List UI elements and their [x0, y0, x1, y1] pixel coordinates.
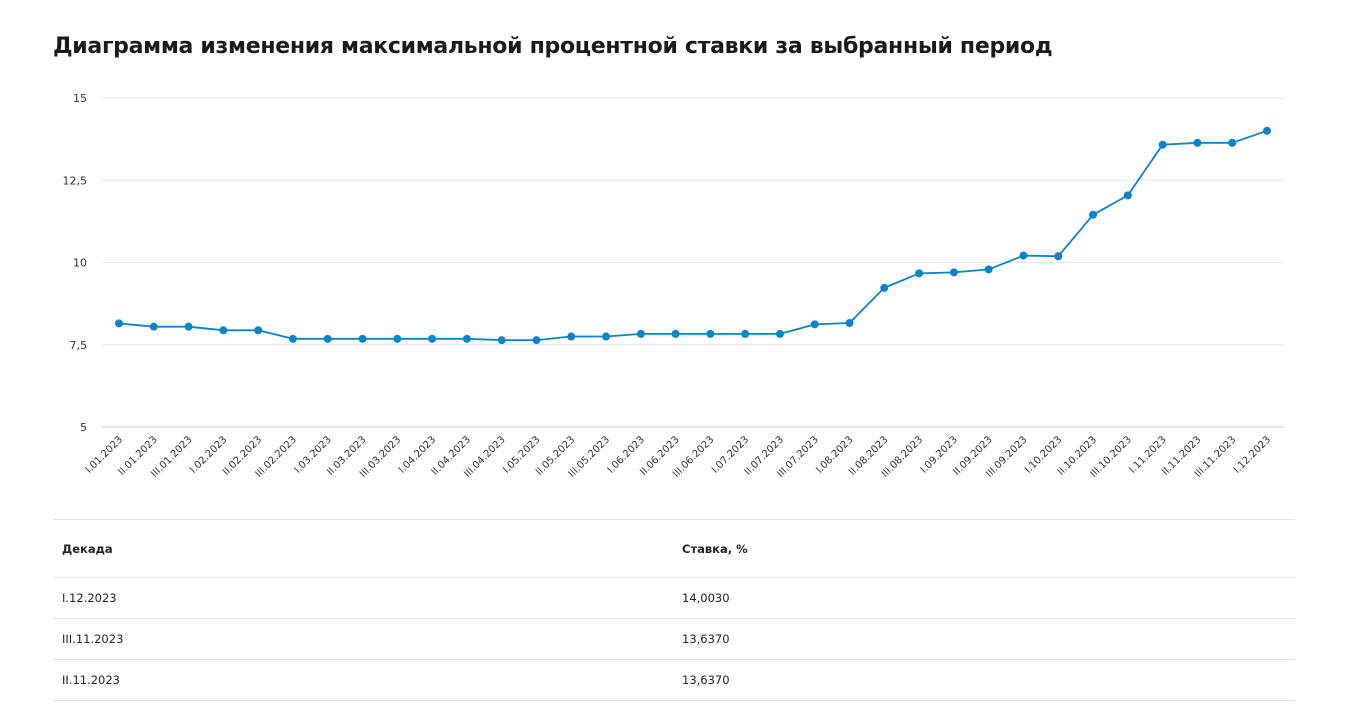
data-point[interactable]: [219, 326, 228, 335]
y-tick-label: 7,5: [70, 339, 88, 352]
data-point[interactable]: [810, 320, 819, 329]
x-tick-label: I.12.2023: [1232, 434, 1273, 475]
table-row: II.11.2023 13,6370: [53, 660, 1295, 701]
data-point[interactable]: [393, 334, 402, 343]
data-point[interactable]: [1054, 252, 1063, 261]
data-point[interactable]: [532, 336, 541, 345]
data-point[interactable]: [741, 329, 750, 338]
data-point[interactable]: [428, 334, 437, 343]
data-point[interactable]: [880, 283, 889, 292]
data-point[interactable]: [462, 334, 471, 343]
data-point[interactable]: [1228, 138, 1237, 147]
data-point[interactable]: [567, 332, 576, 341]
data-point[interactable]: [984, 265, 993, 274]
data-point[interactable]: [671, 329, 680, 338]
chart-grid: [102, 97, 1284, 428]
data-point[interactable]: [288, 334, 297, 343]
table-header-row: Декада Ставка, %: [53, 520, 1295, 578]
cell-decade: III.11.2023: [62, 632, 124, 646]
data-point[interactable]: [775, 329, 784, 338]
y-tick-label: 15: [73, 92, 87, 105]
series-line: [118, 129, 1268, 342]
rates-table: Декада Ставка, % I.12.2023 14,0030 III.1…: [53, 519, 1295, 701]
data-point[interactable]: [358, 334, 367, 343]
data-point[interactable]: [706, 329, 715, 338]
data-point[interactable]: [1193, 138, 1202, 147]
x-axis: I.01.2023II.01.2023III.01.2023I.02.2023I…: [84, 434, 1273, 480]
table-row: III.11.2023 13,6370: [53, 619, 1295, 660]
data-point[interactable]: [636, 329, 645, 338]
header-rate: Ставка, %: [682, 541, 748, 556]
data-point[interactable]: [323, 334, 332, 343]
y-tick-label: 10: [73, 257, 87, 270]
data-point[interactable]: [602, 332, 611, 341]
cell-rate: 14,0030: [682, 591, 730, 605]
data-point[interactable]: [1019, 251, 1028, 260]
data-point[interactable]: [845, 319, 854, 328]
data-point[interactable]: [497, 336, 506, 345]
table-row: I.12.2023 14,0030: [53, 578, 1295, 619]
page-title: Диаграмма изменения максимальной процент…: [53, 34, 1053, 59]
y-tick-label: 12,5: [63, 174, 88, 187]
data-point[interactable]: [915, 269, 924, 278]
series-rate: [115, 126, 1271, 345]
data-point[interactable]: [254, 326, 263, 335]
data-point[interactable]: [115, 319, 123, 328]
data-point[interactable]: [1089, 210, 1098, 219]
cell-rate: 13,6370: [682, 673, 730, 687]
cell-decade: I.12.2023: [62, 591, 117, 605]
data-point[interactable]: [184, 322, 193, 331]
data-point[interactable]: [1123, 191, 1132, 200]
rate-line-chart: 15 12,5 10 7,5 5 I.01.2023II.01.2023III.01.2…: [63, 92, 1284, 480]
data-point[interactable]: [949, 268, 958, 277]
cell-decade: II.11.2023: [62, 673, 120, 687]
header-decade: Декада: [62, 541, 113, 556]
y-tick-label: 5: [80, 421, 87, 434]
y-axis: 15 12,5 10 7,5 5: [63, 92, 88, 434]
data-point[interactable]: [1158, 140, 1167, 149]
cell-rate: 13,6370: [682, 632, 730, 646]
data-point[interactable]: [149, 322, 158, 331]
data-point[interactable]: [1263, 126, 1271, 135]
